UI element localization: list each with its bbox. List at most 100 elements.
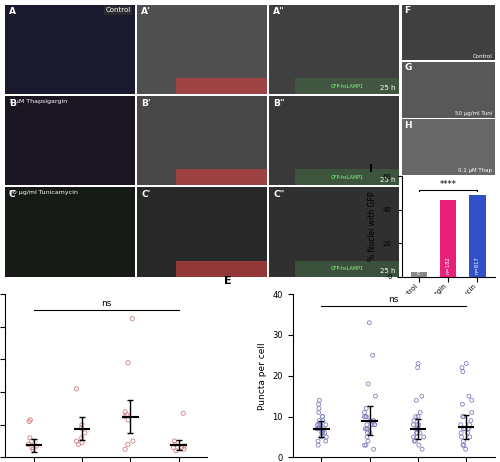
Point: [124, 416, 132, 424]
Point: [460, 425, 468, 432]
Bar: [176, 261, 267, 277]
Bar: [440, 200, 456, 277]
Point: [466, 421, 473, 428]
Point: [410, 433, 418, 441]
Point: [414, 421, 422, 428]
Text: C": C": [274, 190, 284, 199]
Point: [180, 442, 188, 450]
Point: [26, 434, 34, 442]
Text: 25 h: 25 h: [380, 177, 396, 183]
Text: A: A: [9, 7, 16, 16]
Point: [364, 429, 372, 437]
Point: [360, 413, 368, 420]
Point: [410, 421, 418, 428]
Text: 50 µg/ml Tunicamycin: 50 µg/ml Tunicamycin: [9, 190, 78, 195]
Point: [366, 429, 374, 437]
Point: [415, 421, 423, 428]
Point: [322, 438, 330, 445]
Text: 1 µM Thapsigargin: 1 µM Thapsigargin: [9, 98, 67, 103]
Y-axis label: Puncta per cell: Puncta per cell: [258, 342, 266, 410]
Point: [364, 380, 372, 388]
Point: [320, 425, 328, 432]
Point: [322, 421, 330, 428]
Point: [318, 413, 326, 420]
Bar: [296, 78, 399, 94]
Point: [316, 421, 324, 428]
Point: [317, 425, 325, 432]
Point: [468, 409, 475, 416]
Point: [370, 445, 378, 453]
Text: B': B': [141, 98, 150, 108]
Point: [314, 441, 322, 449]
Point: [370, 417, 378, 424]
Point: [172, 447, 180, 455]
Point: [412, 429, 420, 437]
Point: [418, 392, 426, 400]
Point: [412, 425, 420, 432]
Text: ns: ns: [101, 299, 112, 308]
Point: [320, 429, 328, 437]
Text: Control: Control: [472, 54, 492, 59]
Point: [123, 411, 131, 419]
Point: [458, 401, 466, 408]
Point: [413, 433, 421, 441]
Point: [318, 429, 326, 437]
Point: [459, 368, 467, 375]
Point: [121, 408, 129, 415]
Point: [371, 421, 379, 428]
Point: [78, 439, 86, 446]
Text: ns: ns: [388, 295, 399, 304]
Point: [312, 425, 320, 432]
Point: [461, 425, 469, 432]
Text: GFP-hsLAMP1: GFP-hsLAMP1: [330, 84, 364, 89]
Point: [361, 425, 369, 432]
Point: [464, 429, 471, 437]
Point: [457, 421, 465, 428]
Point: [78, 421, 86, 428]
Point: [370, 421, 378, 428]
Point: [26, 416, 34, 424]
Point: [25, 418, 33, 425]
Point: [314, 409, 322, 416]
Text: A': A': [141, 7, 151, 16]
Point: [124, 441, 132, 448]
Point: [129, 438, 137, 445]
Point: [124, 359, 132, 366]
Point: [121, 445, 129, 453]
Point: [80, 429, 88, 437]
Text: 0.1 µM Thap: 0.1 µM Thap: [458, 168, 492, 173]
Text: C': C': [141, 190, 150, 199]
Point: [465, 392, 473, 400]
Point: [468, 396, 475, 404]
Text: C: C: [9, 190, 16, 199]
Point: [467, 417, 475, 424]
Text: B: B: [9, 98, 16, 108]
Text: A": A": [274, 7, 285, 16]
Text: I: I: [369, 164, 373, 174]
Point: [368, 421, 376, 428]
Point: [462, 445, 469, 453]
Point: [368, 352, 376, 359]
Text: 25 h: 25 h: [380, 268, 396, 274]
Point: [363, 425, 371, 432]
Point: [180, 410, 188, 417]
Point: [457, 429, 465, 437]
Point: [315, 421, 323, 428]
Point: [362, 413, 370, 420]
Text: E: E: [224, 276, 232, 286]
Point: [74, 441, 82, 448]
Point: [360, 409, 368, 416]
Text: n=188: n=188: [416, 256, 422, 274]
Point: [364, 425, 372, 432]
Text: n=182: n=182: [446, 256, 451, 274]
Point: [416, 409, 424, 416]
Point: [319, 417, 327, 424]
Text: 25 h: 25 h: [380, 85, 396, 91]
Point: [28, 438, 36, 445]
Point: [366, 319, 374, 326]
Point: [366, 417, 374, 424]
Point: [72, 438, 80, 445]
Point: [29, 445, 37, 453]
Point: [315, 417, 323, 424]
Point: [459, 413, 467, 420]
